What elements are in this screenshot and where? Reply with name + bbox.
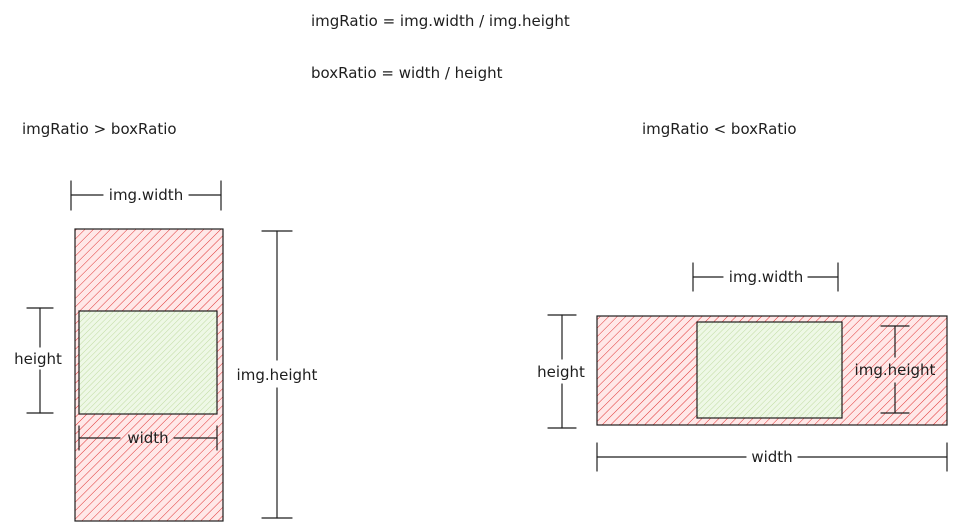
right-width-label: width [751,448,792,466]
left-box-rect [78,310,218,415]
right-height-dimension: height [537,314,585,429]
left-img-height-label: img.height [237,366,318,384]
right-height-label: height [537,363,585,381]
left-case-title: imgRatio > boxRatio [22,120,177,138]
right-case: imgRatio < boxRatio img.width height [537,120,948,472]
left-width-dimension: width [78,425,218,451]
left-img-height-dimension: img.height [237,230,318,519]
right-width-dimension: width [596,442,948,472]
right-image-rect [696,321,843,419]
right-case-title: imgRatio < boxRatio [642,120,797,138]
left-height-label: height [14,350,62,368]
right-img-height-dimension: img.height [855,325,936,414]
left-width-label: width [127,429,168,447]
left-img-width-label: img.width [109,186,183,204]
right-img-width-label: img.width [729,268,803,286]
left-img-width-dimension: img.width [70,180,222,211]
box-ratio-formula: boxRatio = width / height [311,64,503,82]
right-img-height-label: img.height [855,361,936,379]
left-case: imgRatio > boxRatio img.width height [14,120,318,522]
img-ratio-formula: imgRatio = img.width / img.height [311,12,570,30]
left-height-dimension: height [14,307,62,414]
right-img-width-dimension: img.width [692,262,839,292]
